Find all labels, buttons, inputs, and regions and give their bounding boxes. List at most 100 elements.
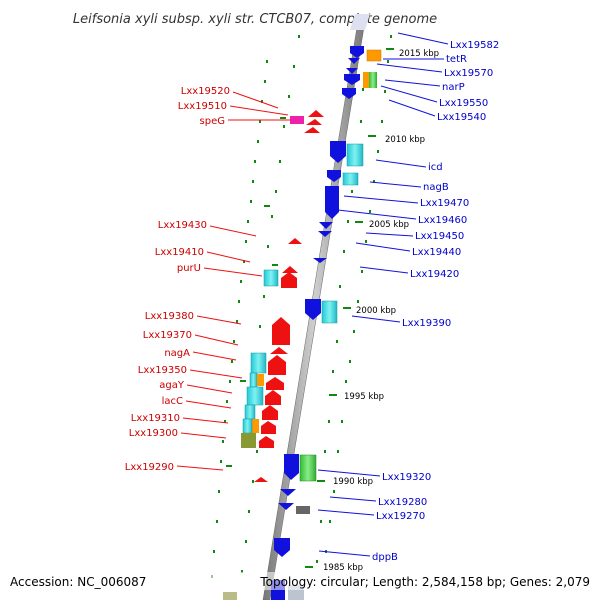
gene-forward xyxy=(272,317,290,345)
left-leader-lines xyxy=(176,91,290,471)
gene-reverse xyxy=(319,222,333,229)
footer-backdrop xyxy=(0,572,600,590)
gene-green xyxy=(369,72,377,88)
gene-label: Lxx19300 xyxy=(129,428,178,439)
gene-label: Lxx19350 xyxy=(138,365,187,376)
gene-forward xyxy=(308,110,324,117)
gene-label: Lxx19310 xyxy=(131,413,180,424)
right-gene-labels: Lxx19582 tetR Lxx19570 narP Lxx19550 Lxx… xyxy=(372,40,499,563)
gene-agaY xyxy=(257,374,264,386)
gene-forward xyxy=(259,436,274,448)
gene-forward xyxy=(306,119,322,125)
left-outer-ring xyxy=(211,60,268,578)
forward-strand-genes xyxy=(223,110,324,600)
gene-reverse xyxy=(325,186,339,219)
gene-forward xyxy=(281,272,297,288)
gene-reverse xyxy=(278,503,294,510)
gene-forward xyxy=(268,355,286,375)
gene-label: Lxx19280 xyxy=(378,497,427,508)
gene-forward xyxy=(254,477,268,482)
track-rings xyxy=(211,35,394,583)
gene-cyan xyxy=(321,300,338,324)
gene-olive xyxy=(223,592,237,600)
gene-reverse xyxy=(348,58,360,64)
gene-label: Lxx19450 xyxy=(415,231,464,242)
gene-label: nagA xyxy=(164,348,190,359)
gene-label: Lxx19460 xyxy=(418,215,467,226)
backbone-top-cap xyxy=(350,14,370,30)
scale-label: 1995 kbp xyxy=(344,392,384,402)
reverse-strand-genes xyxy=(271,46,382,600)
gene-olive xyxy=(241,433,256,448)
scale-label: 2015 kbp xyxy=(399,49,439,59)
gene-Lxx19350 xyxy=(249,372,258,388)
gene-label: Lxx19470 xyxy=(420,198,469,209)
gene-icd xyxy=(346,143,364,167)
gene-label: Lxx19440 xyxy=(412,247,461,258)
left-gene-labels: Lxx19520 Lxx19510 speG Lxx19430 Lxx19410… xyxy=(125,86,230,473)
right-inner-ring xyxy=(316,88,364,563)
gene-reverse xyxy=(342,88,356,99)
topology-text: Topology: circular; Length: 2,584,158 bp… xyxy=(259,575,590,589)
gene-label: Lxx19370 xyxy=(143,330,192,341)
scale-label: 2000 kbp xyxy=(356,306,396,316)
gene-reverse xyxy=(284,454,299,480)
gene-label: dppB xyxy=(372,552,398,563)
gene-label: Lxx19320 xyxy=(382,472,431,483)
gene-reverse xyxy=(344,74,360,85)
gene-label: icd xyxy=(428,162,443,173)
gene-label: agaY xyxy=(159,380,185,391)
gene-lacC xyxy=(246,386,264,406)
right-leader-lines xyxy=(317,32,449,557)
kbp-tick-marks xyxy=(226,48,394,568)
gene-reverse xyxy=(318,231,332,237)
gene-Lxx19310 xyxy=(244,404,256,420)
gene-forward xyxy=(261,421,276,434)
scale-label: 1985 kbp xyxy=(323,563,363,573)
gene-reverse xyxy=(274,538,290,557)
gene-forward xyxy=(265,390,281,405)
gene-label: Lxx19390 xyxy=(402,318,451,329)
gene-reverse xyxy=(327,170,341,182)
gene-label: Lxx19410 xyxy=(155,247,204,258)
gene-tetR xyxy=(366,49,382,62)
gene-reverse xyxy=(305,299,321,320)
gene-forward xyxy=(304,127,320,133)
gene-label: Lxx19540 xyxy=(437,112,486,123)
gene-label: Lxx19510 xyxy=(178,101,227,112)
gene-label: Lxx19520 xyxy=(181,86,230,97)
gene-reverse xyxy=(350,46,364,58)
gene-nagB xyxy=(342,172,359,186)
gene-forward xyxy=(282,266,298,273)
gene-label: Lxx19430 xyxy=(158,220,207,231)
gene-label: Lxx19380 xyxy=(145,311,194,322)
gene-reverse xyxy=(313,258,327,263)
scale-label: 2005 kbp xyxy=(369,220,409,230)
gene-label: Lxx19420 xyxy=(410,269,459,280)
gene-label: nagB xyxy=(423,182,449,193)
gene-purU xyxy=(263,269,279,287)
left-inner-ring xyxy=(241,35,300,573)
gene-nagA xyxy=(250,352,267,374)
scale-labels: 2015 kbp 2010 kbp 2005 kbp 2000 kbp 1995… xyxy=(323,49,439,573)
scale-label: 1990 kbp xyxy=(333,477,373,487)
gene-forward xyxy=(266,377,284,390)
gene-green xyxy=(299,454,317,482)
gene-label: lacC xyxy=(162,396,183,407)
accession-text: Accession: NC_006087 xyxy=(10,575,146,589)
gene-speG xyxy=(290,116,304,124)
scale-label: 2010 kbp xyxy=(385,135,425,145)
gene-reverse xyxy=(280,489,296,496)
gene-orange xyxy=(252,419,259,433)
gene-label: Lxx19570 xyxy=(444,68,493,79)
gene-Lxx19300 xyxy=(242,418,253,434)
map-title: Leifsonia xyli subsp. xyli str. CTCB07, … xyxy=(73,12,437,27)
gene-label: Lxx19582 xyxy=(450,40,499,51)
gene-label: purU xyxy=(177,263,201,274)
gene-label: speG xyxy=(200,116,225,127)
gene-forward xyxy=(288,238,302,244)
gene-Lxx19270 xyxy=(296,506,310,514)
gene-label: tetR xyxy=(446,54,467,65)
gene-label: Lxx19270 xyxy=(376,511,425,522)
